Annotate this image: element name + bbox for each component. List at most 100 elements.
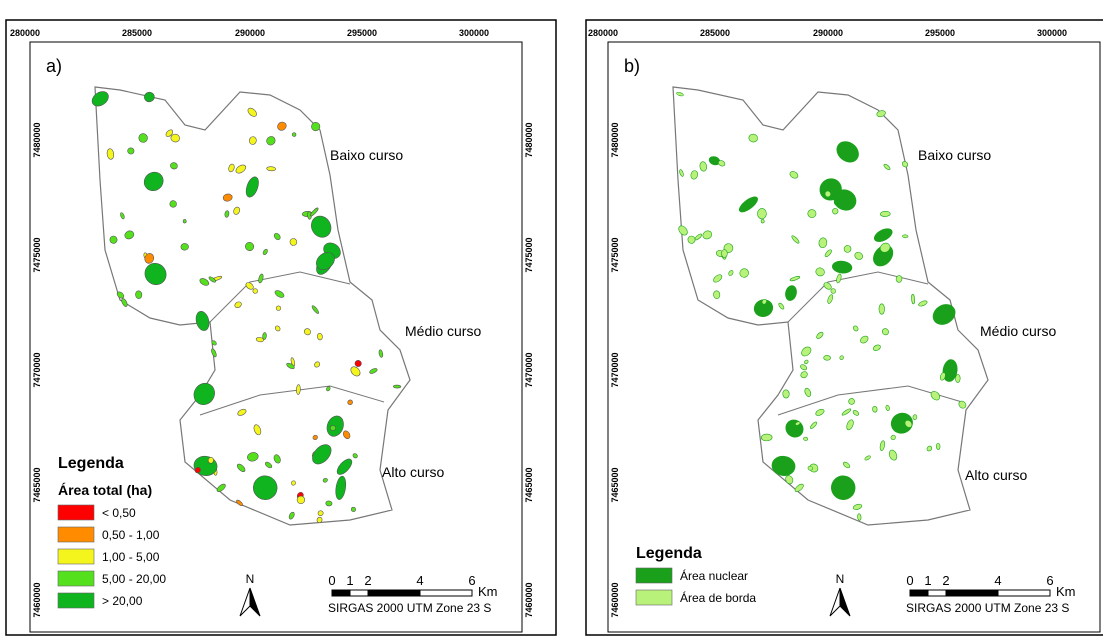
scale-segment [331,589,351,597]
forest-patch [311,215,332,238]
forest-patch [342,430,351,440]
forest-patch [883,163,891,171]
forest-patch [180,243,189,251]
scale-segment [349,589,369,597]
forest-patch [170,133,180,143]
map-frame [607,41,1101,633]
forest-patch [841,408,852,416]
y-tick-label: 7470000 [610,352,620,387]
forest-patch [785,285,797,301]
forest-patch [350,506,356,512]
forest-patch [288,511,295,520]
forest-patch [823,355,831,361]
forest-patch [801,346,812,357]
forest-patch [211,340,217,346]
forest-patch [222,193,233,202]
forest-patch [317,510,324,517]
forest-patch [873,228,893,242]
panel: 2800002850002900002950003000007480000748… [585,19,1103,636]
crs-label: SIRGAS 2000 UTM Zone 23 S [328,601,491,615]
forest-patch [208,276,217,283]
forest-patch [872,344,881,351]
y-tick-label: 7475000 [610,237,620,272]
x-tick-label: 300000 [1037,28,1067,38]
forest-patch [890,412,913,434]
forest-patch [347,399,353,405]
forest-patch [890,434,896,440]
forest-patch [296,495,306,505]
forest-patch [816,331,824,339]
scale-label: 4 [994,573,1001,588]
forest-patch [852,503,863,510]
forest-patch [823,282,832,290]
forest-patch [839,355,844,360]
forest-patch [329,425,336,431]
north-arrow [249,587,261,617]
forest-patch [138,133,148,143]
forest-patch [955,374,961,383]
forest-patch [255,337,264,343]
forest-patch [325,500,333,507]
y-tick-label: 7480000 [524,122,534,157]
forest-patch [309,207,319,217]
forest-patch [354,360,362,367]
forest-patch [930,391,941,401]
legend-swatch [635,589,673,606]
y-tick-label: 7480000 [32,122,42,157]
forest-patch [771,455,796,476]
forest-patch [91,91,109,107]
forest-patch [824,249,832,257]
forest-patch [789,276,801,282]
scale-unit: Km [1056,584,1076,599]
subbasin-boundary [199,385,385,416]
forest-patch [738,196,758,213]
forest-patch [322,477,328,483]
forest-patch [832,208,839,215]
forest-patch [739,268,749,278]
forest-patch [316,516,323,523]
forest-patch [789,171,799,179]
forest-patch [106,148,115,160]
forest-patch [266,166,277,172]
scale-label: 2 [942,573,949,588]
forest-patch [888,449,898,461]
forest-patch [291,480,296,486]
forest-patch [336,458,353,475]
forest-patch [895,275,903,283]
forest-patch [144,263,167,285]
scale-label: 6 [1046,573,1053,588]
forest-patch [350,366,361,377]
forest-patch [369,368,378,374]
forest-patch [274,290,285,298]
region-label: Médio curso [405,323,481,339]
x-tick-label: 290000 [813,28,843,38]
forest-patch [815,408,825,416]
forest-patch [262,248,268,256]
legend-label: Área de borda [680,590,756,605]
y-tick-label: 7460000 [32,582,42,617]
forest-patch [757,208,767,220]
forest-patch [879,211,891,217]
legend-swatch [57,504,95,521]
forest-patch [864,455,871,461]
scale-label: 4 [416,573,423,588]
forest-patch [717,160,726,167]
forest-patch [676,92,684,97]
forest-patch [932,304,956,325]
legend-label: Área nuclear [680,568,748,583]
forest-patch [247,107,257,117]
forest-patch [833,189,857,211]
x-tick-label: 285000 [700,28,730,38]
forest-patch [124,230,135,240]
map-frame [29,41,523,633]
scale-label: 0 [328,573,335,588]
forest-patch [199,278,210,286]
region-label: Baixo curso [918,147,991,163]
region-label: Médio curso [980,323,1056,339]
scale-label: 6 [468,573,475,588]
forest-patch [782,389,790,399]
forest-patch [224,210,230,218]
forest-patch [818,237,828,249]
forest-patch [211,348,217,358]
